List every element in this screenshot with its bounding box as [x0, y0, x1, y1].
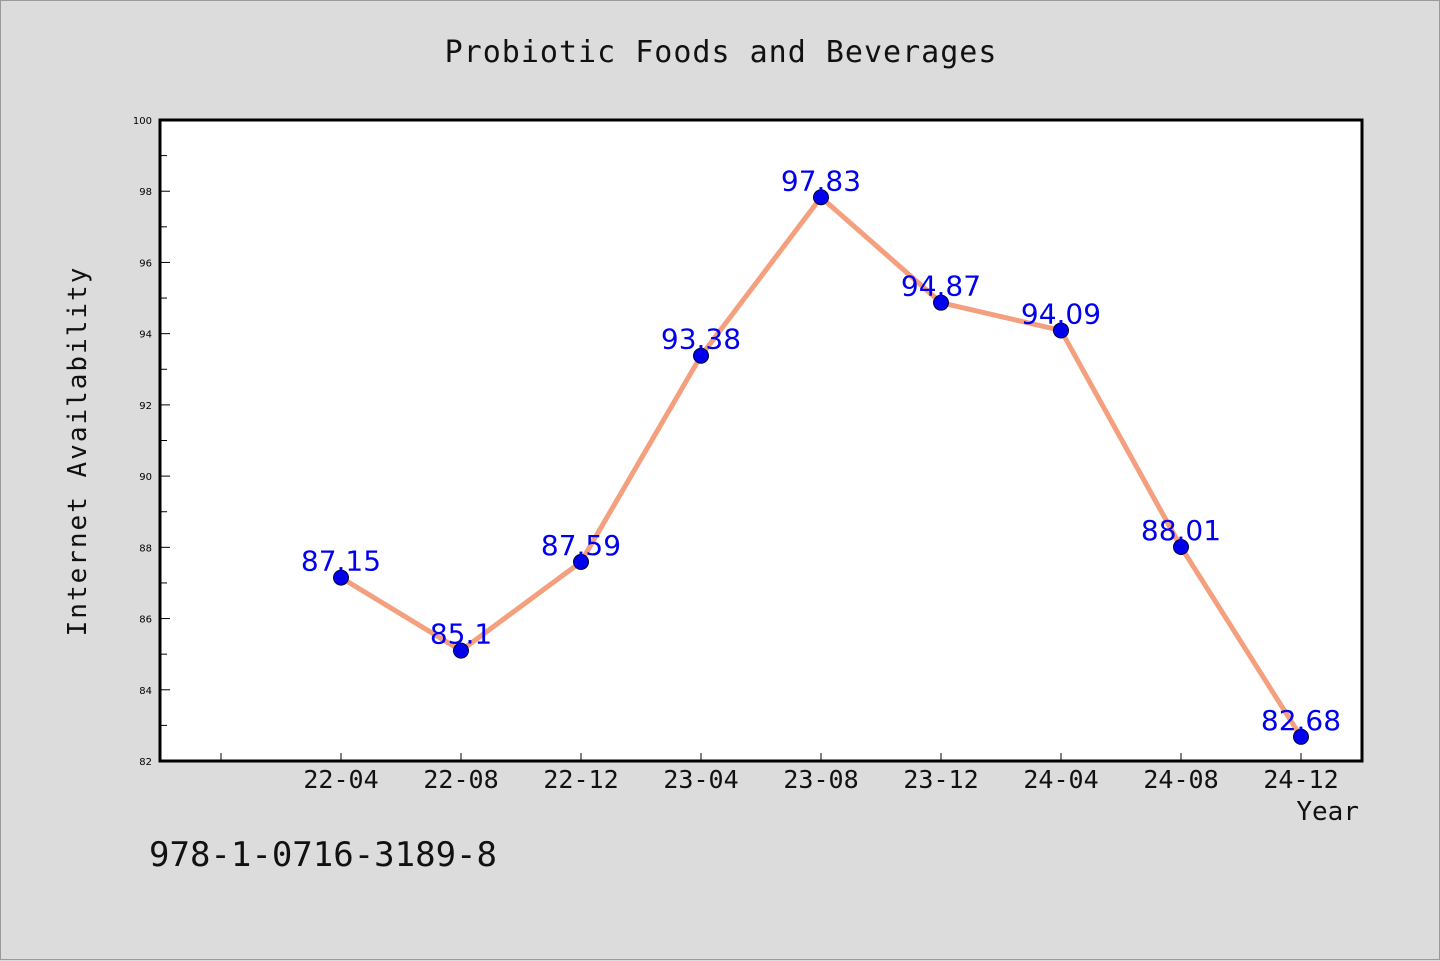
x-tick-label: 23-12 — [903, 765, 978, 794]
y-axis-title: Internet Availability — [63, 265, 93, 637]
data-label: 93.38 — [661, 323, 741, 356]
data-label: 94.09 — [1021, 297, 1101, 330]
x-axis-title: Year — [1296, 797, 1359, 827]
y-tick-label: 96 — [139, 258, 152, 269]
y-tick-label: 86 — [139, 615, 152, 626]
x-tick-label: 24-12 — [1263, 765, 1338, 794]
plot-area — [160, 120, 1362, 761]
data-label: 88.01 — [1141, 514, 1221, 547]
y-tick-label: 92 — [139, 401, 152, 412]
data-point — [693, 347, 709, 364]
data-point — [933, 294, 949, 311]
y-tick-label: 82 — [139, 757, 152, 768]
y-tick-label: 94 — [139, 330, 152, 341]
data-point — [1293, 728, 1309, 745]
data-label: 82.68 — [1261, 704, 1341, 737]
y-tick-label: 100 — [133, 116, 152, 127]
data-point — [453, 642, 469, 659]
x-tick-label: 22-08 — [423, 765, 498, 794]
data-label: 87.15 — [301, 545, 381, 578]
x-tick-label: 22-12 — [543, 765, 618, 794]
data-label: 94.87 — [901, 270, 981, 303]
data-point — [333, 569, 349, 586]
data-label: 97.83 — [781, 164, 861, 197]
data-point — [1053, 322, 1069, 339]
y-tick-label: 88 — [139, 543, 152, 554]
plot-frame — [158, 118, 1364, 763]
x-tick-label: 23-08 — [783, 765, 858, 794]
y-tick-label: 84 — [139, 686, 152, 697]
data-label: 85.1 — [430, 618, 492, 651]
footer-code: 978-1-0716-3189-8 — [149, 835, 497, 875]
data-label: 87.59 — [541, 529, 621, 562]
chart-title: Probiotic Foods and Beverages — [444, 35, 998, 70]
data-point — [1173, 538, 1189, 555]
y-tick-label: 98 — [139, 187, 152, 198]
x-tick-label: 24-04 — [1023, 765, 1098, 794]
x-tick-label: 22-04 — [303, 765, 378, 794]
data-point — [573, 553, 589, 570]
x-tick-label: 24-08 — [1143, 765, 1218, 794]
data-point — [813, 189, 829, 206]
x-tick-label: 23-04 — [663, 765, 738, 794]
y-tick-label: 90 — [139, 472, 152, 483]
